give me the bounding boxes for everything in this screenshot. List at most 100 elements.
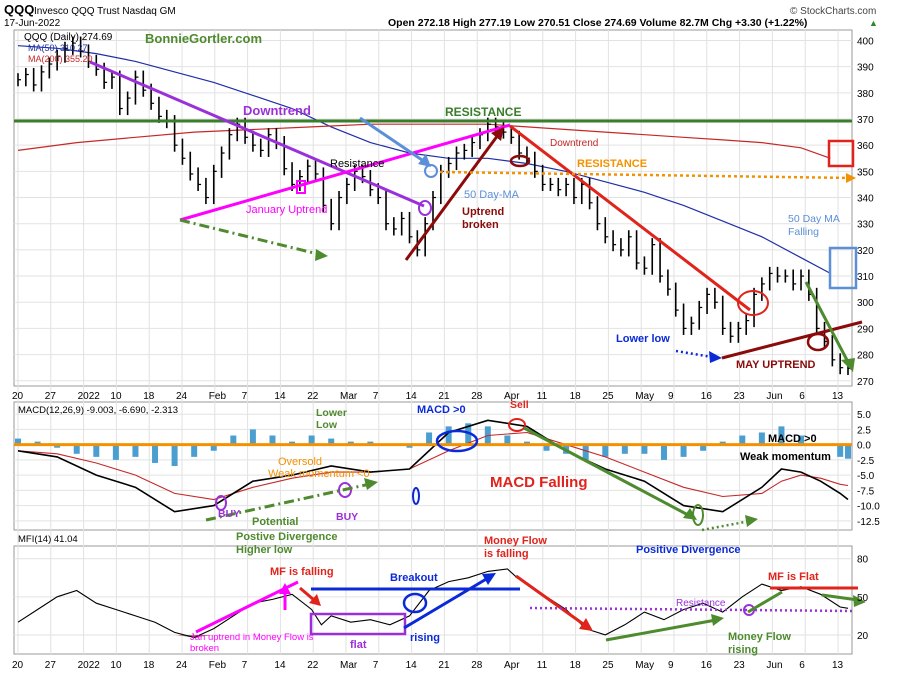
y-tick-label: -7.5 [857, 486, 875, 497]
purple-circle [418, 200, 432, 216]
green-dotted-head [745, 515, 758, 527]
x-tick-label: 20 [12, 391, 24, 402]
sell-ellipse [508, 418, 526, 432]
y-tick-label: 310 [857, 272, 874, 283]
macd-hist-bar [700, 444, 707, 451]
anno-january-uptrend: January Uptrend [246, 204, 327, 216]
y-tick-label: 350 [857, 167, 874, 178]
chart-date: 17-Jun-2022 [4, 18, 61, 29]
ma50-circle [424, 164, 438, 178]
x-tick-label: 23 [734, 391, 746, 402]
y-tick-label: 320 [857, 246, 874, 257]
mfi-green-rising [605, 618, 717, 642]
macd-hist-bar [778, 426, 785, 445]
y-tick-label: 80 [857, 555, 869, 566]
anno-oversold: Oversold [278, 456, 322, 468]
macd-hist-bar [308, 435, 315, 445]
green-ellipse [692, 504, 704, 526]
macd-green-down [523, 426, 691, 518]
macd-hist-bar [445, 426, 452, 445]
rising-arrow [403, 576, 489, 630]
x-tick-label: 14 [406, 391, 418, 402]
macd-hist-bar [641, 444, 648, 454]
x-tick-label: 21 [438, 660, 450, 671]
x-tick-label: 18 [143, 391, 155, 402]
chg-arrow-icon: ▲ [869, 18, 878, 28]
may-uptrend-line [721, 320, 863, 360]
macd-hist-bar [112, 444, 119, 460]
mfi-magenta-line [195, 580, 299, 634]
blue-arrow-head-low [709, 351, 722, 363]
macd-hist-bar [15, 438, 21, 445]
x-tick-label: 24 [176, 391, 188, 402]
x-tick-label: 14 [406, 660, 418, 671]
x-tick-label: 13 [832, 660, 844, 671]
x-tick-label: 20 [12, 660, 24, 671]
y-tick-label: 390 [857, 63, 874, 74]
anno-jan-uptrend-broken: Jan uptrend in Money Flow is broken [190, 632, 314, 654]
y-tick-label: 5.0 [857, 410, 871, 421]
anno-positive-divergence-higher-low: Postive Divergence Higher low [236, 531, 338, 556]
x-tick-label: May [635, 660, 654, 671]
x-tick-label: Feb [209, 660, 227, 671]
symbol-title: QQQ [4, 2, 34, 17]
macd-hist-bar [660, 444, 667, 460]
x-tick-label: 18 [570, 391, 582, 402]
macd-hist-bar [582, 444, 589, 460]
anno-buy2: BUY [336, 511, 358, 523]
anno-lower-low-macd: Lower Low [316, 407, 347, 431]
y-tick-label: 340 [857, 194, 874, 205]
macd-hist-bar [367, 441, 374, 445]
macd-hist-bar [837, 444, 844, 457]
mfi-red-arrow1 [299, 586, 315, 602]
orange-arrow-head [846, 173, 856, 183]
x-tick-label: 23 [734, 660, 746, 671]
x-tick-label: 25 [602, 391, 614, 402]
x-tick-label: 18 [570, 660, 582, 671]
green-dashdot-line [179, 218, 323, 257]
price-panel-title: QQQ (Daily) 274.69 [24, 32, 113, 43]
price-panel-frame [13, 29, 853, 387]
macd-hist-bar [54, 444, 61, 448]
y-tick-label: 0.0 [857, 441, 871, 452]
x-tick-label: 16 [701, 660, 713, 671]
macd-line [17, 419, 849, 513]
anno-lower-low: Lower low [616, 333, 670, 345]
anno-money-flow-falling: Money Flow is falling [484, 535, 547, 560]
mfi-panel-title: MFI(14) 41.04 [18, 534, 78, 545]
x-tick-label: 11 [537, 660, 548, 671]
macd-hist-bar [621, 444, 628, 454]
macd-hist-bar [93, 444, 100, 457]
green-down-arrow [804, 281, 850, 363]
red-box [827, 139, 855, 168]
ma200-legend: MA(200) 355.20 [28, 54, 93, 64]
mfi-green-head [711, 614, 724, 626]
x-tick-label: Mar [340, 660, 358, 671]
x-tick-label: 18 [143, 660, 155, 671]
green-arrow-head-down [841, 358, 855, 372]
anno-ma50-falling: 50 Day MA Falling [788, 213, 840, 238]
lower-low-dotted [675, 349, 713, 359]
x-tick-label: Jun [766, 660, 782, 671]
macd-hist-bar [426, 432, 433, 445]
ma50-legend: MA(50) 310.27 [28, 43, 88, 53]
y-tick-label: 400 [857, 36, 874, 47]
y-tick-label: -12.5 [857, 517, 880, 528]
y-tick-label: -5.0 [857, 471, 875, 482]
anno-flat: flat [350, 639, 367, 651]
orange-resistance-line [439, 170, 853, 180]
y-tick-label: 370 [857, 115, 874, 126]
x-tick-label: Apr [504, 391, 520, 402]
macd-hist-bar [347, 441, 354, 445]
y-tick-label: 300 [857, 298, 874, 309]
x-tick-label: 9 [668, 660, 674, 671]
x-tick-label: Apr [504, 660, 520, 671]
x-tick-label: 2022 [78, 660, 101, 671]
rising-ellipse [402, 592, 428, 614]
anno-money-flow-rising: Money Flow rising [728, 631, 791, 656]
green-dashdot-head [364, 478, 378, 490]
mfi-resistance-dotted [529, 606, 853, 613]
flat-box [309, 612, 407, 636]
y-tick-label: 50 [857, 593, 869, 604]
blue-arrow-head [418, 154, 431, 167]
